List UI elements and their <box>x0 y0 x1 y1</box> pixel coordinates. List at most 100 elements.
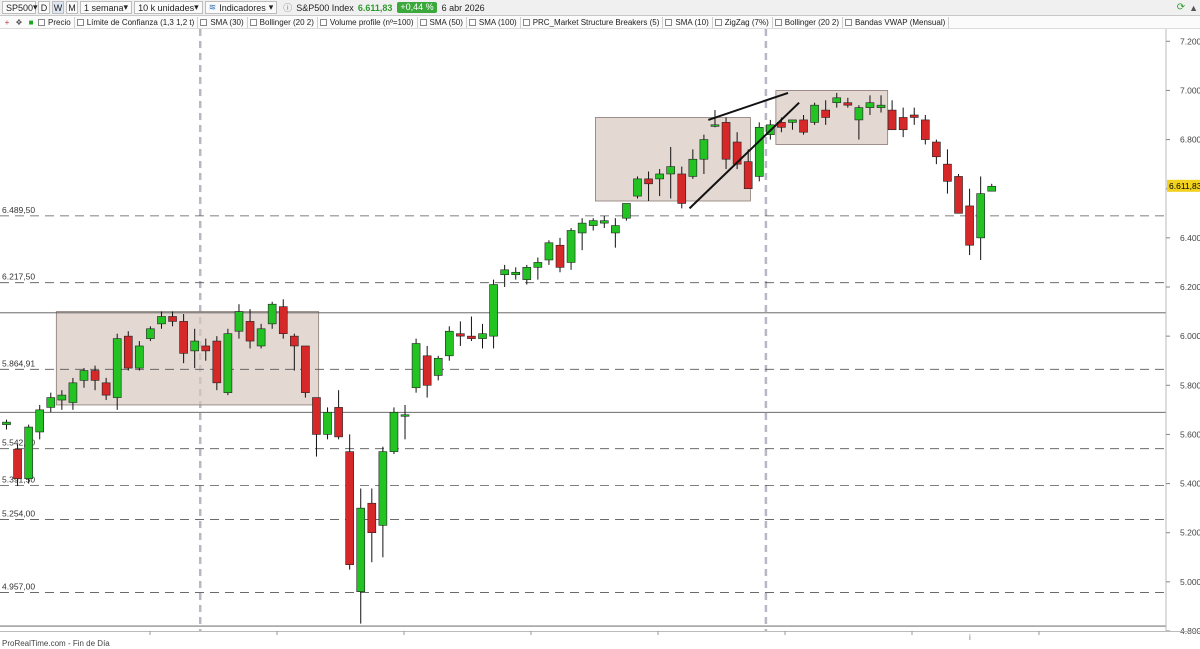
period-label: 1 semana <box>84 2 124 13</box>
indicator-bar: + ❖ ■ Precio Límite de Confianza (1,3 1,2… <box>0 16 1200 29</box>
timeframe-m-button[interactable]: M <box>66 1 78 14</box>
candle-body <box>201 345 211 352</box>
indicator-item[interactable]: SMA (50) <box>418 16 467 28</box>
indicator-item[interactable]: Volume profile (nº=100) <box>318 16 418 28</box>
indicator-item[interactable]: Bollinger (20 2) <box>773 16 843 28</box>
candle-body <box>821 109 830 118</box>
indicator-item[interactable]: SMA (10) <box>663 16 713 28</box>
candle-body <box>2 421 11 425</box>
timeframe-label: M <box>68 2 76 13</box>
candle-body <box>489 284 498 337</box>
indicator-item[interactable]: Límite de Confianza (1,3 1,2 t) <box>75 16 199 28</box>
candle-body <box>710 124 720 127</box>
y-tick-label: 7.200 <box>1180 36 1200 46</box>
units-selector[interactable]: 10 k unidades ▾ <box>134 1 203 14</box>
chevron-down-icon: ▾ <box>194 2 199 12</box>
candle-body <box>334 407 343 438</box>
trendline <box>708 91 789 121</box>
chevron-down-icon: ▾ <box>268 2 274 12</box>
candle-body <box>467 335 476 339</box>
indicator-item[interactable]: PRC_Market Structure Breakers (5) <box>521 16 664 28</box>
candle-body <box>754 126 764 177</box>
collapse-icon[interactable]: ▲ <box>1189 2 1198 13</box>
checkbox-icon[interactable] <box>845 18 852 26</box>
candle-body <box>312 397 321 435</box>
candle-body <box>522 267 532 280</box>
checkbox-icon[interactable] <box>38 18 45 26</box>
settings-icon[interactable]: ❖ <box>15 17 23 27</box>
candle-body <box>677 173 687 204</box>
indicator-item[interactable]: ZigZag (7%) <box>713 16 773 28</box>
y-tick-label: 6.200 <box>1180 282 1200 292</box>
indicator-label: SMA (100) <box>478 17 517 27</box>
indicator-label: Precio <box>48 17 71 27</box>
indicators-icon: ≋ <box>208 2 217 12</box>
checkbox-icon[interactable] <box>468 18 476 26</box>
candle-body <box>290 335 299 347</box>
period-selector[interactable]: 1 semana ▾ <box>80 1 133 14</box>
date-text: 6 abr 2026 <box>441 2 485 13</box>
checkbox-icon[interactable] <box>419 18 427 26</box>
indicator-label: Bollinger (20 2) <box>784 17 839 27</box>
candle-body <box>301 345 310 393</box>
indicators-button[interactable]: ≋ Indicadores ▾ <box>204 1 278 14</box>
indicator-item[interactable]: SMA (100) <box>467 16 521 28</box>
candle-body <box>422 355 432 386</box>
indicator-label: Límite de Confianza (1,3 1,2 t) <box>86 17 195 27</box>
indicator-item[interactable]: Bandas VWAP (Mensual) <box>843 16 950 28</box>
timeframe-d-button[interactable]: D <box>38 1 50 14</box>
candle-body <box>588 220 598 226</box>
candle-body <box>135 345 144 369</box>
timeframe-w-button[interactable]: W <box>52 1 64 14</box>
y-tick-label: 5.200 <box>1180 528 1200 538</box>
level-label: 5.542,00 <box>2 438 35 448</box>
checkbox-icon[interactable] <box>76 18 84 26</box>
y-tick-label: 6.800 <box>1180 135 1200 145</box>
indicator-label: Bandas VWAP (Mensual) <box>855 17 946 27</box>
candle-body <box>544 242 554 261</box>
checkbox-icon[interactable] <box>714 18 722 26</box>
candle-body <box>456 333 465 337</box>
candle-body <box>223 333 233 393</box>
candle-body <box>865 102 875 108</box>
units-label: 10 k unidades <box>138 2 195 13</box>
candle-body <box>854 107 864 121</box>
y-tick-label: 5.600 <box>1180 429 1200 439</box>
checkbox-icon[interactable] <box>774 18 782 26</box>
candle-body <box>46 397 56 408</box>
candle-body <box>146 328 155 339</box>
checkbox-icon[interactable] <box>319 18 327 26</box>
instrument-name: S&P500 Index <box>296 2 354 13</box>
candle-body <box>212 340 222 384</box>
candle-body <box>157 316 166 325</box>
candle-body <box>954 176 963 214</box>
y-axis-background <box>1166 29 1200 649</box>
candle-body <box>688 158 698 177</box>
symbol-label: SP500 <box>6 2 34 13</box>
indicator-item[interactable]: SMA (30) <box>198 16 248 28</box>
checkbox-icon[interactable] <box>249 18 257 26</box>
candle-body <box>887 109 897 131</box>
checkbox-icon[interactable] <box>665 18 673 26</box>
candle-body <box>810 104 819 123</box>
add-icon[interactable]: + <box>4 17 10 27</box>
candle-body <box>932 141 941 158</box>
checkbox-icon[interactable] <box>200 18 208 26</box>
last-price-label: 6.611,83 <box>1169 181 1200 191</box>
symbol-selector[interactable]: SP500 ▾ <box>2 1 38 14</box>
candle-body <box>389 412 399 452</box>
candle-body <box>168 316 177 322</box>
checkbox-icon[interactable] <box>522 18 530 26</box>
indicator-item[interactable]: Precio <box>36 16 75 28</box>
color-icon[interactable]: ■ <box>28 17 34 27</box>
y-tick-label: 5.400 <box>1180 479 1200 489</box>
candle-body <box>699 139 709 160</box>
candle-body <box>898 117 908 131</box>
info-icon[interactable]: ⓘ <box>283 3 293 13</box>
level-label: 6.217,50 <box>2 272 35 282</box>
candle-body <box>356 507 366 592</box>
indicator-item[interactable]: Bollinger (20 2) <box>248 16 318 28</box>
candle-body <box>788 119 797 123</box>
refresh-icon[interactable]: ⟳ <box>1176 2 1186 13</box>
